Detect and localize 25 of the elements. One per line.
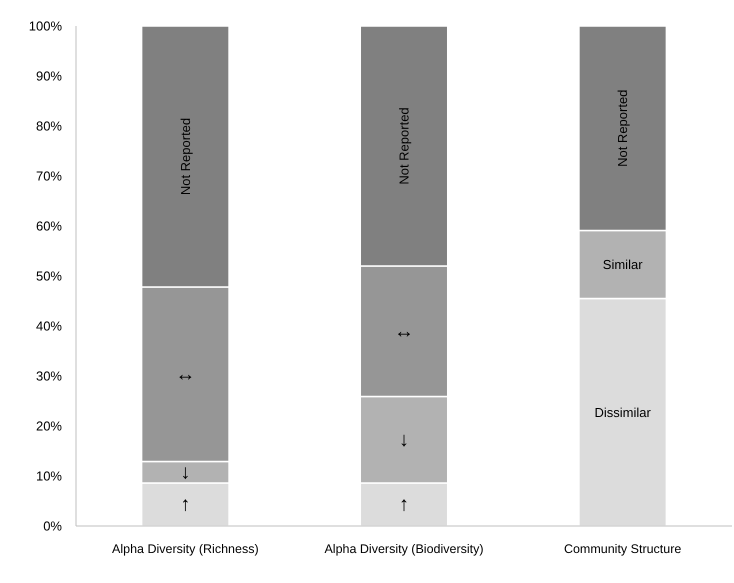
y-tick-label: 70% [36, 168, 62, 184]
text: Not Reported [615, 90, 630, 167]
y-tick-label: 0% [43, 518, 62, 534]
text: ↓ [399, 428, 409, 451]
text: Not Reported [396, 107, 412, 185]
text: ↑ [399, 494, 409, 516]
y-tick-label: 100% [28, 18, 62, 34]
x-tick-label: Alpha Diversity (Biodiversity) [324, 542, 484, 556]
y-tick-label: 90% [36, 68, 62, 84]
x-tick-label: Community Structure [564, 542, 682, 556]
series-label: Similar [602, 257, 644, 272]
y-tick-label: 20% [36, 418, 62, 434]
y-tick-label: 30% [36, 368, 62, 384]
y-tick-label: 60% [36, 218, 62, 234]
series-label: ↓ [180, 461, 190, 484]
series-label: Dissimilar [594, 404, 652, 420]
y-tick-label: 80% [36, 118, 62, 134]
y-tick-label: 40% [36, 318, 62, 334]
x-tick-label: Alpha Diversity (Richness) [112, 542, 259, 556]
y-tick-label: 10% [36, 468, 62, 484]
series-label: ↑ [180, 494, 190, 516]
y-tick-label: 50% [36, 268, 62, 284]
series-label: Not Reported [178, 118, 193, 196]
text: ↔ [394, 320, 414, 342]
series-label: ↔ [175, 363, 196, 386]
